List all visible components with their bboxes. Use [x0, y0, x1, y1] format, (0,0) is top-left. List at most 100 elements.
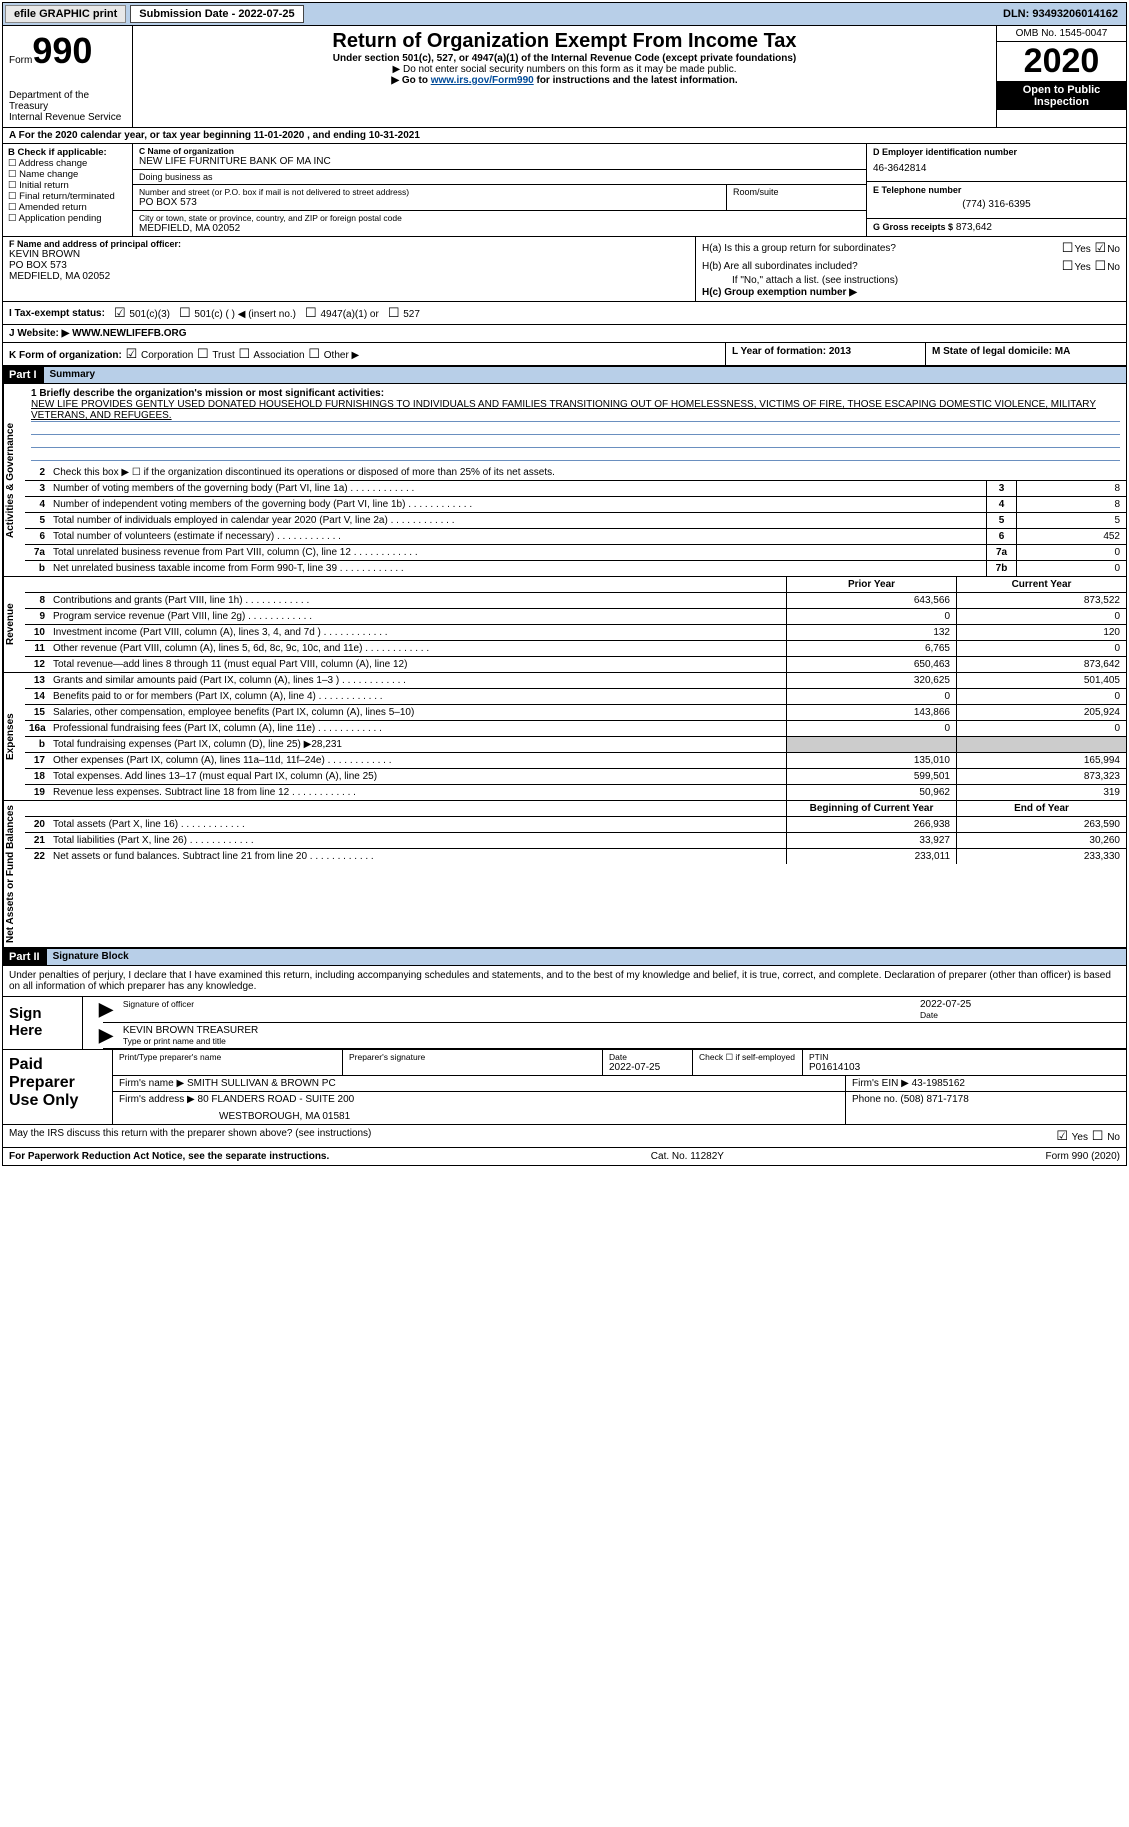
chk-4947[interactable] [304, 309, 318, 320]
line10: Investment income (Part VIII, column (A)… [49, 625, 786, 640]
chk-assoc[interactable] [238, 350, 252, 361]
form-ref: Form 990 (2020) [1046, 1151, 1120, 1162]
hb-yes[interactable] [1061, 262, 1075, 273]
dba-field: Doing business as [133, 170, 866, 185]
chk-application-pending[interactable]: Application pending [8, 213, 127, 224]
ptin: P01614103 [809, 1062, 1120, 1073]
vtab-revenue: Revenue [3, 577, 25, 672]
firm-addr2: WESTBOROUGH, MA 01581 [219, 1111, 839, 1122]
hdr-begin: Beginning of Current Year [786, 801, 956, 816]
open-public-1: Open to Public [999, 84, 1124, 96]
form-number: 990 [32, 30, 92, 72]
row-a-taxyear: A For the 2020 calendar year, or tax yea… [2, 128, 1127, 144]
may-no[interactable] [1091, 1132, 1105, 1143]
ssn-note: ▶ Do not enter social security numbers o… [139, 64, 990, 75]
cat-no: Cat. No. 11282Y [651, 1151, 724, 1162]
line9: Program service revenue (Part VIII, line… [49, 609, 786, 624]
form-word: Form [9, 55, 32, 66]
form-subtitle: Under section 501(c), 527, or 4947(a)(1)… [139, 53, 990, 64]
chk-527[interactable] [387, 309, 401, 320]
perjury-declaration: Under penalties of perjury, I declare th… [3, 966, 1126, 997]
chk-501c3[interactable] [113, 309, 127, 320]
vtab-expenses: Expenses [3, 673, 25, 800]
goto-note: ▶ Go to www.irs.gov/Form990 for instruct… [139, 75, 990, 86]
part1-header: Part I [2, 366, 44, 384]
sig-date: 2022-07-25 [920, 999, 1120, 1010]
line11: Other revenue (Part VIII, column (A), li… [49, 641, 786, 656]
chk-name-change[interactable]: Name change [8, 169, 127, 180]
l4-val: 8 [1016, 497, 1126, 512]
part2-title: Signature Block [47, 948, 1127, 966]
tax-exempt-status: I Tax-exempt status: 501(c)(3) 501(c) ( … [2, 302, 1127, 325]
topbar: efile GRAPHIC print Submission Date - 20… [2, 2, 1127, 26]
l7a-val: 0 [1016, 545, 1126, 560]
form990-link[interactable]: www.irs.gov/Form990 [431, 75, 534, 86]
officer-name: KEVIN BROWN TREASURER [123, 1025, 1120, 1036]
omb-number: OMB No. 1545-0047 [997, 26, 1126, 42]
principal-officer: F Name and address of principal officer:… [3, 237, 696, 301]
hdr-prior: Prior Year [786, 577, 956, 592]
l6-val: 452 [1016, 529, 1126, 544]
chk-501c[interactable] [178, 309, 192, 320]
l8-prior: 643,566 [786, 593, 956, 608]
vtab-netassets: Net Assets or Fund Balances [3, 801, 25, 947]
may-yes[interactable] [1055, 1132, 1069, 1143]
vtab-governance: Activities & Governance [3, 384, 25, 576]
line13: Grants and similar amounts paid (Part IX… [49, 673, 786, 688]
line2: Check this box ▶ ☐ if the organization d… [49, 465, 1126, 480]
part1-title: Summary [44, 366, 1127, 384]
line5: Total number of individuals employed in … [49, 513, 986, 528]
chk-amended[interactable]: Amended return [8, 202, 127, 213]
irs-label: Internal Revenue Service [9, 112, 126, 123]
chk-final-return[interactable]: Final return/terminated [8, 191, 127, 202]
form-title: Return of Organization Exempt From Incom… [139, 30, 990, 53]
line12: Total revenue—add lines 8 through 11 (mu… [49, 657, 786, 672]
tax-year: 2020 [997, 42, 1126, 82]
h-group-return: H(a) Is this a group return for subordin… [696, 237, 1126, 301]
line4: Number of independent voting members of … [49, 497, 986, 512]
l3-val: 8 [1016, 481, 1126, 496]
mission-text: NEW LIFE PROVIDES GENTLY USED DONATED HO… [31, 399, 1120, 422]
gross-receipts: 873,642 [956, 222, 992, 233]
firm-phone: (508) 871-7178 [900, 1094, 968, 1105]
chk-trust[interactable] [196, 350, 210, 361]
self-employed-chk[interactable]: Check ☐ if self-employed [693, 1050, 803, 1075]
website-row: J Website: ▶ WWW.NEWLIFEFB.ORG [2, 325, 1127, 343]
prep-date: 2022-07-25 [609, 1062, 686, 1073]
street: PO BOX 573 [139, 197, 720, 208]
street-field: Number and street (or P.O. box if mail i… [133, 185, 726, 211]
hb-no[interactable] [1094, 262, 1108, 273]
l7b-val: 0 [1016, 561, 1126, 576]
line3: Number of voting members of the governin… [49, 481, 986, 496]
chk-other[interactable] [307, 350, 321, 361]
dln: DLN: 93493206014162 [1003, 8, 1126, 20]
chk-address-change[interactable]: Address change [8, 158, 127, 169]
l5-val: 5 [1016, 513, 1126, 528]
line19: Revenue less expenses. Subtract line 18 … [49, 785, 786, 800]
b-header: B Check if applicable: [8, 147, 127, 158]
firm-name: SMITH SULLIVAN & BROWN PC [187, 1078, 336, 1089]
ha-yes[interactable] [1061, 244, 1075, 255]
ha-no[interactable] [1094, 244, 1108, 255]
mission-block: 1 Briefly describe the organization's mi… [25, 384, 1126, 465]
gross-receipts-field: G Gross receipts $ 873,642 [867, 219, 1126, 236]
chk-corp[interactable] [125, 350, 139, 361]
line22: Net assets or fund balances. Subtract li… [49, 849, 786, 864]
room-field: Room/suite [726, 185, 866, 211]
firm-addr1: 80 FLANDERS ROAD - SUITE 200 [198, 1094, 355, 1105]
org-name-field: C Name of organization NEW LIFE FURNITUR… [133, 144, 866, 170]
paid-preparer-label: Paid Preparer Use Only [3, 1050, 113, 1124]
submission-date: Submission Date - 2022-07-25 [130, 5, 303, 23]
ein-field: D Employer identification number 46-3642… [867, 144, 1126, 182]
hdr-current: Current Year [956, 577, 1126, 592]
chk-initial-return[interactable]: Initial return [8, 180, 127, 191]
phone-field: E Telephone number (774) 316-6395 [867, 182, 1126, 220]
open-public-2: Inspection [999, 96, 1124, 108]
line21: Total liabilities (Part X, line 26) [49, 833, 786, 848]
line6: Total number of volunteers (estimate if … [49, 529, 986, 544]
year-formation: L Year of formation: 2013 [726, 343, 926, 365]
line15: Salaries, other compensation, employee b… [49, 705, 786, 720]
firm-ein: 43-1985162 [912, 1078, 965, 1089]
efile-print-button[interactable]: efile GRAPHIC print [5, 5, 126, 23]
line17: Other expenses (Part IX, column (A), lin… [49, 753, 786, 768]
